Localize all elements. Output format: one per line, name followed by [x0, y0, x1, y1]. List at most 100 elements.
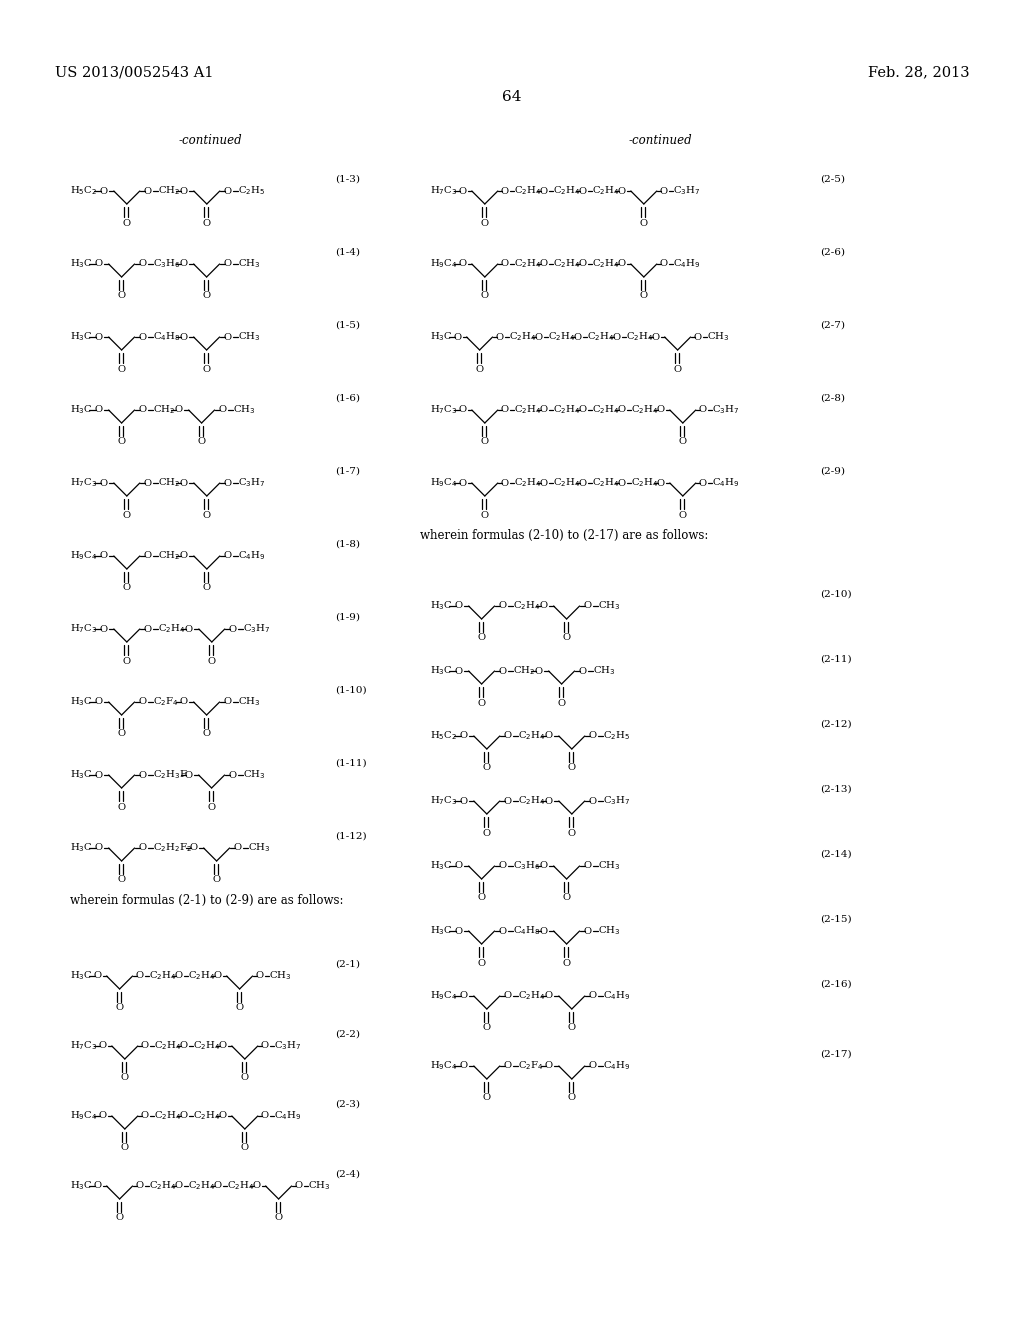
Text: O: O: [208, 656, 216, 665]
Text: O: O: [545, 991, 553, 1001]
Text: O: O: [223, 260, 231, 268]
Text: O: O: [203, 292, 211, 301]
Text: H$_7$C$_3$: H$_7$C$_3$: [430, 795, 458, 808]
Text: O: O: [557, 698, 565, 708]
Text: O: O: [180, 1041, 187, 1051]
Text: H$_7$C$_3$: H$_7$C$_3$: [70, 1040, 97, 1052]
Text: O: O: [99, 624, 108, 634]
Text: O: O: [138, 333, 146, 342]
Text: O: O: [121, 1073, 129, 1082]
Text: CH$_3$: CH$_3$: [238, 330, 260, 343]
Text: C$_2$H$_2$F$_2$: C$_2$H$_2$F$_2$: [153, 842, 191, 854]
Text: H$_3$C: H$_3$C: [70, 404, 92, 416]
Text: O: O: [501, 405, 509, 414]
Text: O: O: [118, 292, 126, 301]
Text: O: O: [459, 405, 467, 414]
Text: C$_2$H$_4$: C$_2$H$_4$: [631, 404, 658, 416]
Text: CH$_3$: CH$_3$: [307, 1180, 330, 1192]
Text: O: O: [475, 364, 483, 374]
Text: O: O: [499, 602, 507, 610]
Text: C$_2$H$_4$: C$_2$H$_4$: [518, 795, 545, 808]
Text: CH$_3$: CH$_3$: [707, 330, 729, 343]
Text: O: O: [482, 763, 490, 772]
Text: O: O: [219, 1111, 227, 1121]
Text: C$_2$H$_4$: C$_2$H$_4$: [148, 1180, 176, 1192]
Text: O: O: [118, 730, 126, 738]
Text: O: O: [116, 1003, 124, 1012]
Text: H$_7$C$_3$: H$_7$C$_3$: [70, 623, 97, 635]
Text: C$_2$H$_4$: C$_2$H$_4$: [631, 477, 658, 490]
Text: C$_2$H$_4$: C$_2$H$_4$: [514, 477, 541, 490]
Text: O: O: [143, 186, 152, 195]
Text: O: O: [203, 364, 211, 374]
Text: O: O: [460, 731, 468, 741]
Text: (1-4): (1-4): [335, 248, 360, 256]
Text: O: O: [477, 698, 485, 708]
Text: C$_2$F$_4$: C$_2$F$_4$: [518, 1060, 544, 1072]
Text: O: O: [496, 333, 504, 342]
Text: O: O: [501, 186, 509, 195]
Text: (1-8): (1-8): [335, 540, 360, 549]
Text: H$_7$C$_3$: H$_7$C$_3$: [430, 185, 458, 198]
Text: O: O: [459, 186, 467, 195]
Text: O: O: [501, 479, 509, 487]
Text: O: O: [180, 552, 187, 561]
Text: C$_3$H$_7$: C$_3$H$_7$: [243, 623, 270, 635]
Text: O: O: [535, 667, 543, 676]
Text: CH$_3$: CH$_3$: [598, 599, 620, 612]
Text: O: O: [94, 405, 102, 414]
Text: O: O: [140, 1041, 148, 1051]
Text: O: O: [459, 260, 467, 268]
Text: CH$_3$: CH$_3$: [238, 696, 260, 709]
Text: O: O: [219, 1041, 227, 1051]
Text: O: O: [589, 796, 597, 805]
Text: C$_2$H$_5$: C$_2$H$_5$: [603, 730, 630, 742]
Text: H$_3$C: H$_3$C: [70, 330, 92, 343]
Text: O: O: [584, 602, 592, 610]
Text: O: O: [180, 186, 187, 195]
Text: (2-12): (2-12): [820, 719, 852, 729]
Text: H$_7$C$_3$: H$_7$C$_3$: [430, 404, 458, 416]
Text: O: O: [679, 437, 687, 446]
Text: C$_2$H$_4$: C$_2$H$_4$: [592, 477, 620, 490]
Text: CH$_2$: CH$_2$: [158, 185, 180, 198]
Text: O: O: [123, 656, 131, 665]
Text: O: O: [617, 479, 626, 487]
Text: H$_3$C: H$_3$C: [70, 257, 92, 271]
Text: O: O: [579, 260, 587, 268]
Text: H$_7$C$_3$: H$_7$C$_3$: [70, 477, 97, 490]
Text: H$_9$C$_4$: H$_9$C$_4$: [430, 477, 458, 490]
Text: O: O: [540, 405, 548, 414]
Text: C$_2$H$_4$: C$_2$H$_4$: [587, 330, 614, 343]
Text: O: O: [504, 1061, 512, 1071]
Text: (1-3): (1-3): [335, 174, 360, 183]
Text: O: O: [123, 511, 131, 520]
Text: O: O: [223, 552, 231, 561]
Text: C$_2$H$_4$: C$_2$H$_4$: [592, 257, 620, 271]
Text: (1-6): (1-6): [335, 393, 360, 403]
Text: CH$_2$: CH$_2$: [153, 404, 175, 416]
Text: O: O: [589, 1061, 597, 1071]
Text: O: O: [535, 333, 543, 342]
Text: C$_4$H$_8$: C$_4$H$_8$: [513, 924, 540, 937]
Text: O: O: [579, 405, 587, 414]
Text: C$_3$H$_7$: C$_3$H$_7$: [673, 185, 700, 198]
Text: O: O: [567, 1023, 575, 1032]
Text: O: O: [562, 958, 570, 968]
Text: C$_4$H$_9$: C$_4$H$_9$: [712, 477, 739, 490]
Text: O: O: [174, 1181, 182, 1191]
Text: O: O: [236, 1003, 244, 1012]
Text: H$_5$C$_2$: H$_5$C$_2$: [430, 730, 457, 742]
Text: C$_2$H$_4$: C$_2$H$_4$: [548, 330, 574, 343]
Text: CH$_2$: CH$_2$: [158, 477, 180, 490]
Text: O: O: [455, 602, 463, 610]
Text: O: O: [223, 333, 231, 342]
Text: O: O: [659, 186, 668, 195]
Text: O: O: [589, 731, 597, 741]
Text: O: O: [143, 479, 152, 487]
Text: O: O: [208, 803, 216, 812]
Text: O: O: [116, 1213, 124, 1222]
Text: O: O: [94, 333, 102, 342]
Text: (1-7): (1-7): [335, 466, 360, 475]
Text: O: O: [228, 624, 237, 634]
